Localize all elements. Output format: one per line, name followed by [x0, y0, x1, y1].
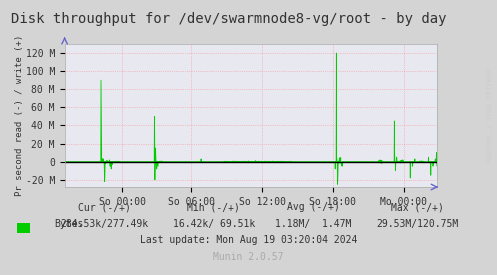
Text: Max (-/+): Max (-/+): [391, 202, 444, 212]
Text: Min (-/+): Min (-/+): [187, 202, 240, 212]
Text: 29.53M/120.75M: 29.53M/120.75M: [376, 219, 459, 229]
Text: Munin 2.0.57: Munin 2.0.57: [213, 252, 284, 262]
Text: RRDTOOL / TOBI OETIKER: RRDTOOL / TOBI OETIKER: [487, 69, 493, 162]
Text: Last update: Mon Aug 19 03:20:04 2024: Last update: Mon Aug 19 03:20:04 2024: [140, 235, 357, 245]
Text: Bytes: Bytes: [55, 219, 84, 229]
Text: Cur (-/+): Cur (-/+): [78, 202, 131, 212]
Text: Avg (-/+): Avg (-/+): [287, 202, 339, 212]
Text: Disk throughput for /dev/swarmnode8-vg/root - by day: Disk throughput for /dev/swarmnode8-vg/r…: [11, 12, 446, 26]
Text: 284.53k/277.49k: 284.53k/277.49k: [60, 219, 149, 229]
Text: 1.18M/  1.47M: 1.18M/ 1.47M: [275, 219, 351, 229]
Text: 16.42k/ 69.51k: 16.42k/ 69.51k: [172, 219, 255, 229]
Bar: [17, 223, 30, 233]
Text: Pr second read (-) / write (+): Pr second read (-) / write (+): [15, 35, 24, 196]
